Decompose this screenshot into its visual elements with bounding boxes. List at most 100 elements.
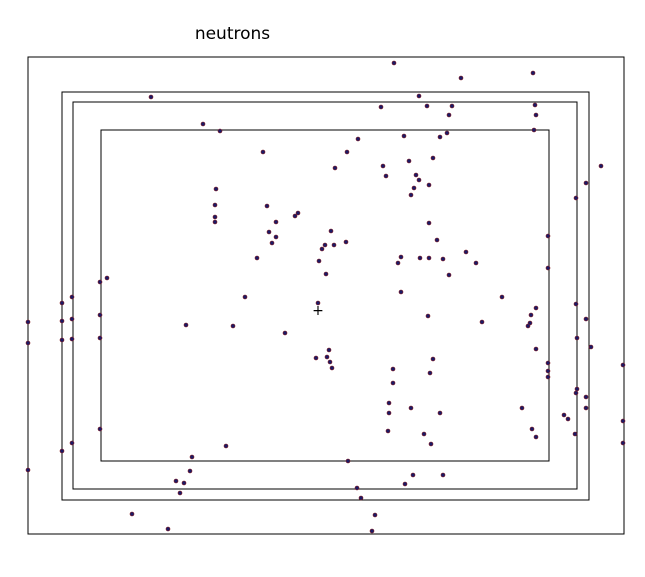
neutron-point <box>97 426 103 432</box>
neutron-point <box>545 233 551 239</box>
neutron-point <box>430 155 436 161</box>
neutron-point <box>264 203 270 209</box>
neutron-point <box>25 467 31 473</box>
neutron-point <box>561 412 567 418</box>
neutron-point <box>421 431 427 437</box>
neutron-point <box>545 360 551 366</box>
neutron-point <box>212 202 218 208</box>
neutron-point <box>525 323 531 329</box>
neutron-point <box>620 362 626 368</box>
neutron-point <box>401 133 407 139</box>
neutron-point <box>583 180 589 186</box>
neutron-point <box>416 93 422 99</box>
neutron-point <box>385 428 391 434</box>
neutron-point <box>428 441 434 447</box>
neutron-point <box>383 173 389 179</box>
neutron-point <box>69 316 75 322</box>
diagram-title: neutrons <box>194 24 271 44</box>
neutron-point <box>25 319 31 325</box>
neutron-point <box>369 528 375 534</box>
neutron-point <box>411 185 417 191</box>
neutron-point <box>344 149 350 155</box>
neutron-point <box>449 103 455 109</box>
neutron-point <box>97 312 103 318</box>
neutron-point <box>406 158 412 164</box>
neutron-point <box>528 312 534 318</box>
neutron-point <box>533 112 539 118</box>
neutron-point <box>473 260 479 266</box>
neutron-point <box>463 249 469 255</box>
neutron-point <box>391 60 397 66</box>
neutron-point <box>529 426 535 432</box>
neutron-point <box>408 192 414 198</box>
neutron-point <box>386 410 392 416</box>
neutron-point <box>444 130 450 136</box>
neutron-point <box>173 478 179 484</box>
neutron-point <box>343 239 349 245</box>
neutron-point <box>273 234 279 240</box>
neutron-point <box>410 472 416 478</box>
neutron-point <box>413 172 419 178</box>
neutron-point <box>533 305 539 311</box>
neutron-point <box>533 434 539 440</box>
neutron-point <box>322 242 328 248</box>
neutron-point <box>212 214 218 220</box>
neutron-point <box>331 242 337 248</box>
neutron-point <box>390 366 396 372</box>
neutron-point <box>426 255 432 261</box>
neutron-point <box>69 294 75 300</box>
neutron-point <box>408 405 414 411</box>
neutron-point <box>417 255 423 261</box>
neutron-point <box>572 431 578 437</box>
neutron-point <box>583 316 589 322</box>
neutron-point <box>355 136 361 142</box>
neutron-point <box>324 354 330 360</box>
neutron-point <box>424 103 430 109</box>
neutron-point <box>395 260 401 266</box>
neutron-point <box>97 279 103 285</box>
neutron-point <box>295 210 301 216</box>
neutron-point <box>434 237 440 243</box>
neutron-point <box>282 330 288 336</box>
neutron-point <box>273 219 279 225</box>
neutron-point <box>532 102 538 108</box>
neutron-point <box>598 163 604 169</box>
neutron-point <box>440 256 446 262</box>
neutron-point <box>437 134 443 140</box>
neutron-point <box>479 319 485 325</box>
neutron-point <box>69 440 75 446</box>
neutron-point <box>573 301 579 307</box>
neutron-point <box>519 405 525 411</box>
neutron-point <box>398 254 404 260</box>
neutron-point <box>530 70 536 76</box>
neutron-point <box>230 323 236 329</box>
neutron-point <box>25 340 31 346</box>
neutron-point <box>440 472 446 478</box>
neutron-point <box>545 368 551 374</box>
neutron-point <box>430 356 436 362</box>
neutron-point <box>583 405 589 411</box>
neutron-point <box>446 112 452 118</box>
neutron-point <box>545 374 551 380</box>
neutron-point <box>59 300 65 306</box>
neutron-point <box>437 410 443 416</box>
neutron-point <box>354 485 360 491</box>
neutron-point <box>165 526 171 532</box>
neutron-point <box>327 359 333 365</box>
neutron-point <box>425 313 431 319</box>
neutron-point <box>533 346 539 352</box>
neutron-point <box>398 289 404 295</box>
neutron-point <box>358 495 364 501</box>
neutron-point <box>319 246 325 252</box>
neutron-point <box>177 490 183 496</box>
neutron-point <box>189 454 195 460</box>
neutron-point <box>181 480 187 486</box>
neutron-point <box>380 163 386 169</box>
neutron-point <box>326 347 332 353</box>
neutron-point <box>372 512 378 518</box>
neutron-point <box>446 272 452 278</box>
neutron-point <box>97 335 103 341</box>
neutron-point <box>148 94 154 100</box>
neutron-point <box>332 165 338 171</box>
